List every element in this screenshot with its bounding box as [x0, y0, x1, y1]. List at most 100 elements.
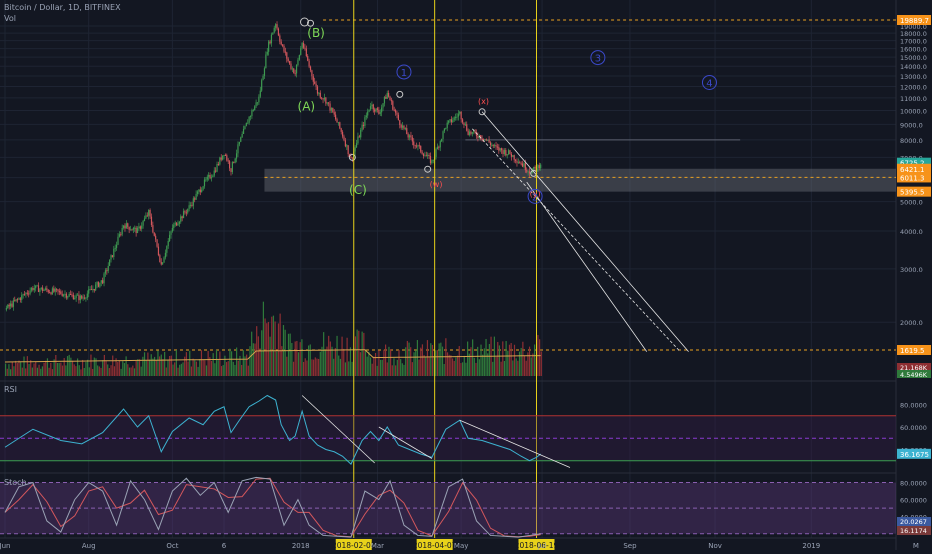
- candle-body: [464, 124, 466, 126]
- candle-body: [215, 170, 217, 172]
- pivot-marker: [478, 108, 486, 116]
- volume-bar: [224, 355, 226, 376]
- candle-body: [533, 166, 535, 170]
- volume-bar: [23, 356, 25, 376]
- candle-body: [131, 229, 133, 231]
- volume-bar: [33, 363, 35, 376]
- volume-bar: [373, 356, 375, 376]
- price-axis-tick: 11000.0: [900, 95, 927, 103]
- candle-body: [15, 299, 17, 301]
- candle-body: [86, 293, 88, 298]
- candle-body: [286, 52, 288, 59]
- candle-body: [223, 154, 225, 156]
- candle-body: [216, 163, 218, 172]
- candle-body: [160, 262, 162, 265]
- volume-bar: [406, 340, 408, 376]
- candle-body: [42, 287, 44, 291]
- volume-bar: [50, 362, 52, 376]
- candle-body: [374, 109, 376, 112]
- price-axis-tick: 19000.0: [900, 23, 927, 31]
- stoch-current-box: [897, 517, 931, 526]
- candle-body: [288, 61, 291, 64]
- volume-bar: [56, 362, 59, 376]
- volume-bar: [246, 354, 248, 376]
- candle-body: [291, 68, 293, 70]
- volume-bar: [426, 340, 429, 376]
- candle-body: [16, 299, 19, 301]
- stoch-axis-tick: 60.0000: [900, 497, 927, 505]
- volume-bar: [205, 365, 208, 376]
- volume-bar: [21, 367, 23, 376]
- volume-bar: [194, 360, 196, 376]
- volume-bar: [18, 360, 20, 376]
- candle-body: [396, 112, 398, 115]
- candle-body: [166, 246, 168, 253]
- volume-bar: [299, 342, 301, 376]
- volume-bar: [239, 355, 241, 376]
- candle-body: [136, 227, 139, 234]
- price-axis-tick: 14000.0: [900, 63, 927, 71]
- candle-body: [325, 97, 327, 104]
- volume-bar: [143, 352, 146, 376]
- candle-body: [230, 168, 232, 172]
- candle-body: [496, 146, 499, 148]
- volume-bar: [413, 352, 415, 376]
- volume-bar: [90, 354, 92, 376]
- volume-bar: [46, 358, 49, 376]
- volume-bar: [112, 355, 114, 376]
- volume-bar: [420, 347, 422, 376]
- candle-body: [125, 223, 127, 229]
- candle-body: [509, 150, 511, 155]
- volume-bar: [284, 329, 286, 376]
- candle-body: [401, 125, 404, 128]
- candle-body: [22, 294, 24, 296]
- candle-body: [5, 308, 7, 310]
- candle-body: [448, 120, 450, 123]
- price-label: 1619.5: [900, 347, 925, 355]
- ath-pivot-marker: [300, 17, 310, 27]
- volume-bar: [175, 350, 177, 376]
- volume-bar: [241, 364, 243, 376]
- volume-bar: [225, 362, 228, 376]
- rsi-current-label: 36.1675: [900, 451, 929, 459]
- volume-bar: [252, 343, 254, 376]
- volume-bar: [333, 358, 335, 376]
- volume-bar: [184, 356, 186, 376]
- volume-bar: [498, 345, 501, 376]
- volume-bar: [448, 354, 450, 376]
- volume-bar: [36, 367, 39, 376]
- candle-body: [107, 265, 109, 271]
- volume-bar: [199, 359, 201, 376]
- volume-axis-label: 21.168K: [900, 364, 928, 372]
- candle-body: [414, 145, 416, 147]
- volume-bar: [528, 346, 531, 376]
- volume-bar: [31, 367, 33, 376]
- volume-bar: [6, 368, 8, 376]
- volume-bar: [65, 365, 67, 376]
- candle-body: [406, 128, 408, 135]
- volume-bar: [159, 356, 161, 376]
- volume-bar: [83, 367, 85, 376]
- volume-bar: [483, 348, 485, 376]
- candle-body: [524, 163, 526, 171]
- candle-body: [266, 51, 268, 55]
- candle-body: [453, 117, 455, 121]
- volume-bar: [316, 358, 318, 376]
- candle-body: [237, 144, 239, 154]
- price-label-box: [897, 345, 931, 355]
- candle-body: [118, 234, 120, 237]
- candle-body: [159, 255, 161, 263]
- candle-body: [163, 257, 165, 263]
- stoch-legend: Stoch: [4, 478, 27, 487]
- candle-body: [290, 63, 292, 69]
- volume-bar: [364, 349, 367, 376]
- candle-body: [138, 226, 140, 228]
- candle-body: [177, 223, 179, 226]
- volume-bar: [247, 365, 249, 376]
- candle-body: [315, 83, 317, 87]
- candle-body: [141, 225, 143, 229]
- candle-body: [220, 157, 222, 160]
- candle-body: [28, 293, 30, 295]
- candle-body: [195, 193, 197, 200]
